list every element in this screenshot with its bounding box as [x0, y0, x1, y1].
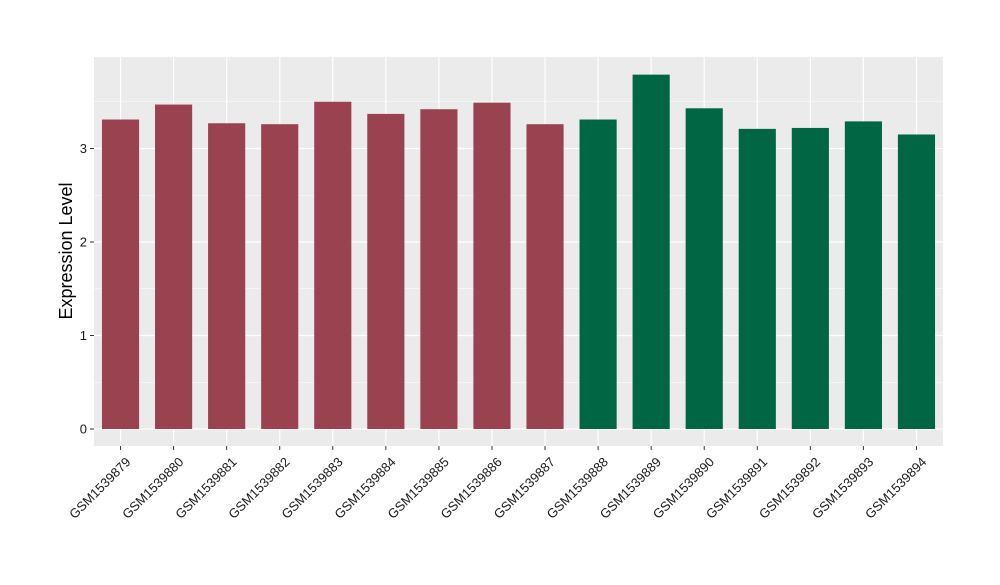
- bar-GSM1539892: [791, 127, 829, 430]
- bar-GSM1539879: [101, 119, 140, 429]
- y-axis: 0 1 2 3: [80, 141, 94, 437]
- bar-GSM1539887: [526, 124, 564, 429]
- bar-GSM1539884: [367, 113, 405, 429]
- bar-GSM1539883: [314, 101, 352, 429]
- x-axis: GSM1539879GSM1539880GSM1539881GSM1539882…: [66, 446, 929, 522]
- y-tick-label: 0: [80, 422, 87, 437]
- y-axis-title: Expression Level: [56, 182, 76, 319]
- bar-GSM1539890: [685, 108, 723, 430]
- bar-GSM1539880: [155, 104, 193, 430]
- bar-GSM1539881: [208, 123, 246, 429]
- bar-GSM1539888: [579, 119, 617, 429]
- y-tick-label: 3: [80, 141, 87, 156]
- bar-GSM1539885: [420, 109, 458, 429]
- bar-GSM1539882: [261, 124, 299, 429]
- bars: [101, 74, 936, 430]
- bar-GSM1539889: [632, 74, 670, 429]
- bar-GSM1539891: [738, 128, 776, 430]
- y-tick-label: 1: [80, 328, 87, 343]
- bar-GSM1539886: [473, 102, 511, 429]
- bar-GSM1539893: [844, 121, 882, 429]
- bar-GSM1539894: [897, 134, 936, 429]
- y-tick-label: 2: [80, 235, 87, 250]
